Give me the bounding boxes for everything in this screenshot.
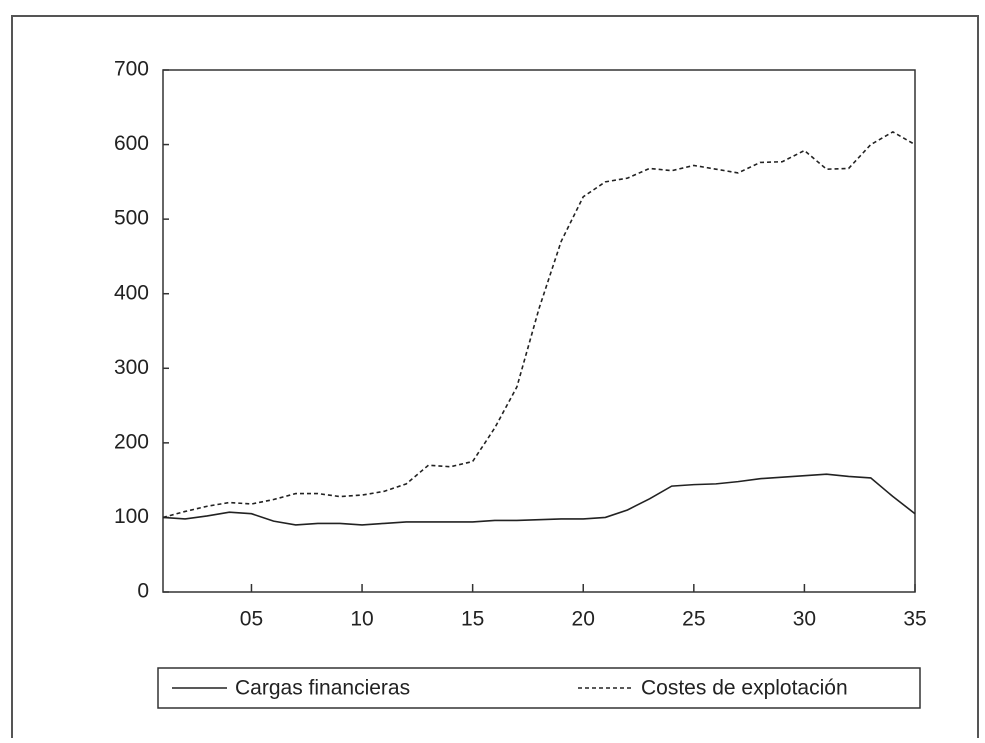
y-tick-label: 300 (114, 356, 149, 379)
frame (11, 15, 979, 738)
legend-label: Cargas financieras (235, 677, 410, 700)
x-tick-label: 10 (350, 608, 373, 631)
x-tick-label: 05 (240, 608, 263, 631)
y-tick-label: 200 (114, 430, 149, 453)
legend-label: Costes de explotación (641, 677, 848, 700)
y-tick-label: 600 (114, 132, 149, 155)
y-tick-label: 500 (114, 207, 149, 230)
series-line (162, 473, 916, 526)
x-tick-label: 15 (461, 608, 484, 631)
y-tick-label: 400 (114, 281, 149, 304)
plot-area (162, 69, 916, 593)
y-tick-label: 100 (114, 505, 149, 528)
y-tick-label: 0 (137, 580, 149, 603)
legend-box (157, 667, 921, 709)
x-tick-label: 35 (903, 608, 926, 631)
y-tick-label: 700 (114, 58, 149, 81)
x-tick-label: 30 (793, 608, 816, 631)
x-tick-label: 20 (572, 608, 595, 631)
x-tick-label: 25 (682, 608, 705, 631)
series-line (162, 130, 916, 519)
